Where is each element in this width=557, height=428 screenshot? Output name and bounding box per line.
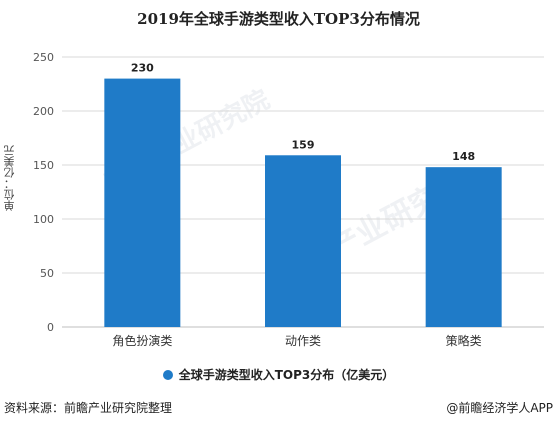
legend: 全球手游类型收入TOP3分布（亿美元） xyxy=(0,366,557,383)
x-tick-label: 策略类 xyxy=(446,333,482,348)
x-tick-label: 动作类 xyxy=(285,334,321,348)
legend-swatch xyxy=(162,369,173,380)
credit-note: @前瞻经济学人APP xyxy=(446,401,553,415)
data-label: 148 xyxy=(452,150,475,163)
y-tick-label: 200 xyxy=(33,105,54,118)
bar xyxy=(265,155,341,327)
data-label: 159 xyxy=(292,138,315,151)
legend-label: 全球手游类型收入TOP3分布（亿美元） xyxy=(178,368,395,382)
y-tick-label: 150 xyxy=(33,159,54,172)
bar xyxy=(104,78,181,327)
chart-title: 2019年全球手游类型收入TOP3分布情况 xyxy=(137,10,420,28)
y-tick-label: 0 xyxy=(47,321,54,334)
y-tick-label: 50 xyxy=(40,267,54,280)
y-tick-label: 250 xyxy=(33,51,54,64)
bar-chart: 0 50 100 150 200 250 230 角色扮演类 159 动作类 148 策略类 xyxy=(33,51,544,348)
bar xyxy=(425,167,502,327)
x-tick-label: 角色扮演类 xyxy=(112,333,172,348)
y-tick-label: 100 xyxy=(33,213,54,226)
source-note: 资料来源：前瞻产业研究院整理 xyxy=(4,401,173,415)
data-label: 230 xyxy=(131,62,154,75)
